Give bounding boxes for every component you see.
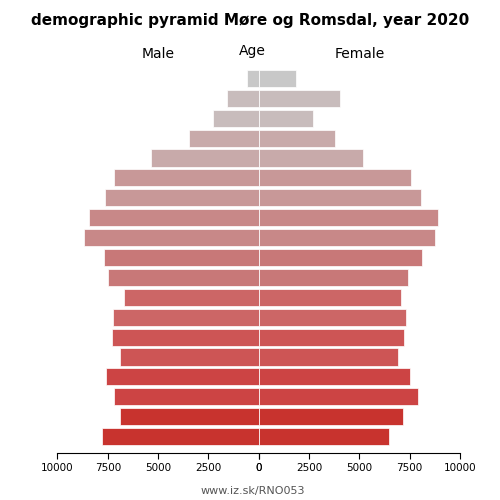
Bar <box>259 428 388 445</box>
Text: www.iz.sk/RNO053: www.iz.sk/RNO053 <box>200 486 305 496</box>
Bar <box>120 408 259 425</box>
Text: demographic pyramid Møre og Romsdal, year 2020: demographic pyramid Møre og Romsdal, yea… <box>31 12 469 28</box>
Bar <box>226 90 259 107</box>
Bar <box>259 110 313 127</box>
Bar <box>259 130 335 146</box>
Bar <box>190 130 259 146</box>
Bar <box>259 368 410 386</box>
Bar <box>259 90 340 107</box>
Bar <box>259 70 296 87</box>
Bar <box>114 170 259 186</box>
Bar <box>259 408 402 425</box>
Bar <box>259 170 410 186</box>
Bar <box>214 110 259 127</box>
Bar <box>259 249 422 266</box>
Bar <box>113 308 259 326</box>
Bar <box>84 229 259 246</box>
Bar <box>104 249 259 266</box>
Bar <box>124 288 259 306</box>
Bar <box>105 190 259 206</box>
Bar <box>151 150 259 166</box>
Bar <box>259 209 438 226</box>
Bar <box>120 348 259 366</box>
Bar <box>114 388 259 406</box>
Text: Age: Age <box>239 44 266 58</box>
Bar <box>108 269 259 286</box>
Bar <box>88 209 259 226</box>
Bar <box>247 70 259 87</box>
Bar <box>259 229 435 246</box>
Bar <box>259 190 421 206</box>
Bar <box>112 328 259 345</box>
Bar <box>259 348 398 366</box>
Bar <box>259 388 418 406</box>
Bar <box>259 288 400 306</box>
Bar <box>259 150 364 166</box>
Bar <box>102 428 259 445</box>
Bar <box>106 368 259 386</box>
Bar <box>259 308 406 326</box>
Title: Male: Male <box>142 48 174 62</box>
Bar <box>259 328 404 345</box>
Title: Female: Female <box>334 48 384 62</box>
Bar <box>259 269 408 286</box>
